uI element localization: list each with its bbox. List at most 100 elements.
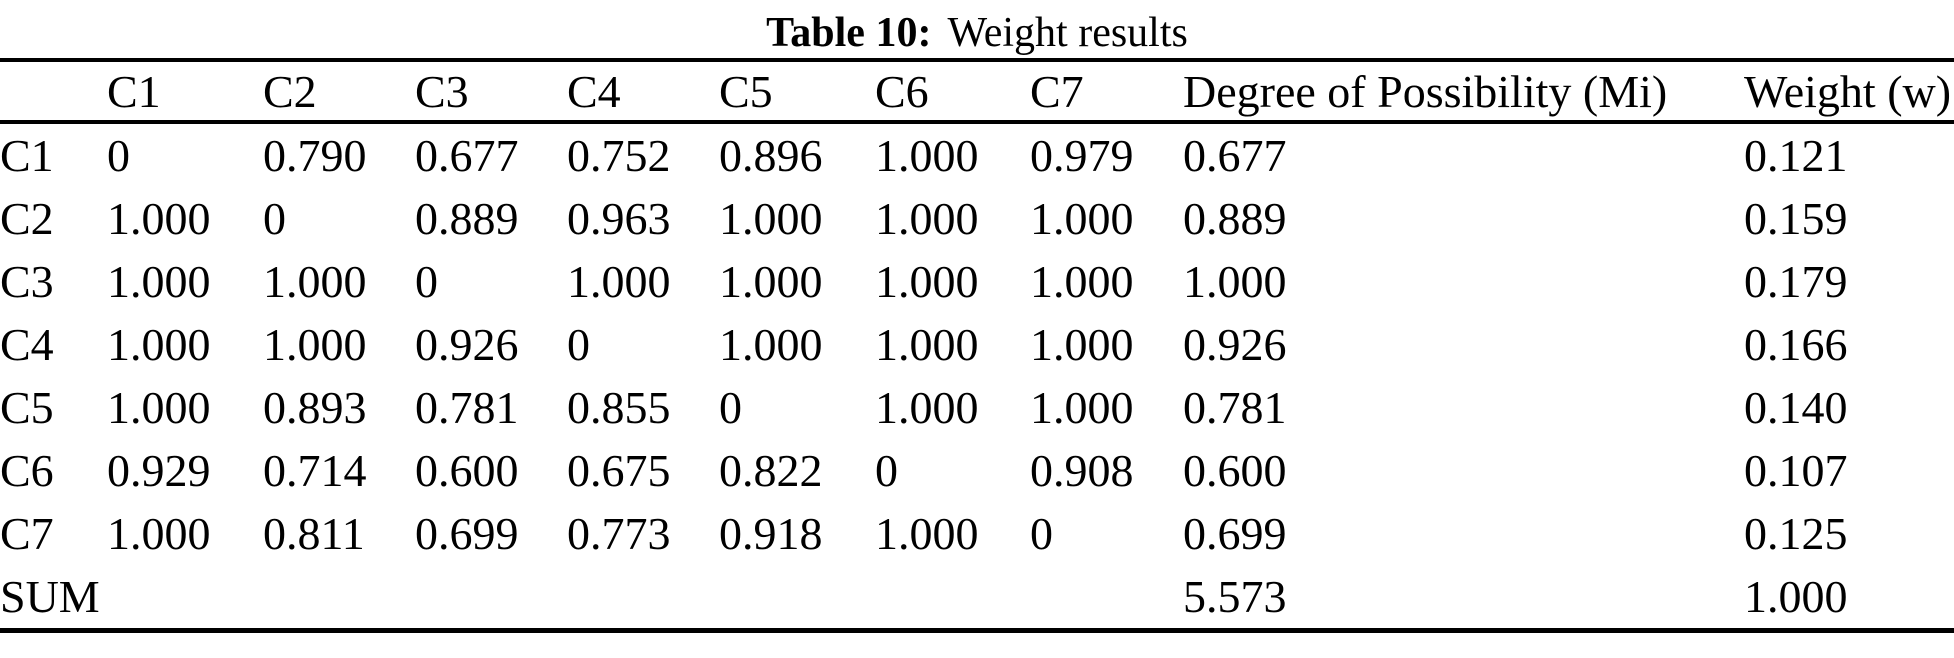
table-cell: 1.000 — [719, 319, 823, 370]
table-cell: 1.000 — [875, 508, 979, 559]
corner-header-cell — [0, 60, 107, 122]
table-row: C7 1.000 0.811 0.699 0.773 0.918 1.000 0 0.699 0.… — [0, 502, 1954, 565]
table-cell: 0.781 — [1183, 382, 1287, 433]
table-cell: 0 — [415, 256, 438, 307]
column-header: C1 — [107, 65, 161, 117]
table-cell: 0.811 — [263, 508, 365, 559]
table-cell: 0.781 — [415, 382, 519, 433]
table-cell: 5.573 — [1183, 571, 1287, 622]
table-cell: 0 — [875, 445, 898, 496]
table-cell: 1.000 — [263, 256, 367, 307]
table-cell — [1030, 565, 1183, 631]
table-cell: 0.929 — [107, 445, 211, 496]
table-cell: 0.752 — [567, 130, 671, 181]
table-cell: 0.790 — [263, 130, 367, 181]
table-caption-number: Table 10: — [766, 10, 932, 56]
table-cell: 0.677 — [1183, 130, 1287, 181]
table-cell: 1.000 — [719, 193, 823, 244]
table-cell: 0 — [1030, 508, 1053, 559]
table-cell: 0.121 — [1744, 130, 1848, 181]
weight-results-table: C1 C2 C3 C4 C5 C6 C7 Degree of Possibility (Mi)… — [0, 58, 1954, 633]
column-header: C7 — [1030, 65, 1084, 117]
table-cell: 0.714 — [263, 445, 367, 496]
table-header: C1 C2 C3 C4 C5 C6 C7 Degree of Possibility (Mi)… — [0, 60, 1954, 122]
table-cell — [719, 565, 875, 631]
table-cell: 0 — [719, 382, 742, 433]
table-caption: Table 10: Weight results — [0, 0, 1954, 58]
table-cell: 0.918 — [719, 508, 823, 559]
row-label: C2 — [0, 193, 54, 244]
table-cell: 1.000 — [107, 256, 211, 307]
table-cell — [263, 565, 415, 631]
table-cell: 0.699 — [415, 508, 519, 559]
table-row: C1 0 0.790 0.677 0.752 0.896 1.000 0.979 0.677 0.… — [0, 122, 1954, 187]
table-cell: 0.107 — [1744, 445, 1848, 496]
table-cell: 1.000 — [875, 319, 979, 370]
table-cell: 1.000 — [875, 130, 979, 181]
table-cell: 0 — [107, 130, 130, 181]
table-cell: 1.000 — [875, 193, 979, 244]
column-header: C6 — [875, 65, 929, 117]
row-label: C5 — [0, 382, 54, 433]
table-cell: 1.000 — [1030, 193, 1134, 244]
row-label: C1 — [0, 130, 54, 181]
table-cell: 0.699 — [1183, 508, 1287, 559]
column-header: C5 — [719, 65, 773, 117]
table-cell: 1.000 — [1030, 382, 1134, 433]
table-cell: 0 — [263, 193, 286, 244]
table-cell: 1.000 — [1030, 319, 1134, 370]
table-cell: 0.675 — [567, 445, 671, 496]
table-cell: 1.000 — [1744, 571, 1848, 622]
table-row: C3 1.000 1.000 0 1.000 1.000 1.000 1.000 1.000 0.… — [0, 250, 1954, 313]
table-header-row: C1 C2 C3 C4 C5 C6 C7 Degree of Possibility (Mi)… — [0, 60, 1954, 122]
table-row: C6 0.929 0.714 0.600 0.675 0.822 0 0.908 0.600 0.… — [0, 439, 1954, 502]
table-cell: 1.000 — [1183, 256, 1287, 307]
table-cell — [415, 565, 567, 631]
table-cell: 1.000 — [719, 256, 823, 307]
table-cell: 0.889 — [415, 193, 519, 244]
table-cell: 0.600 — [415, 445, 519, 496]
table-cell: 0.822 — [719, 445, 823, 496]
table-cell: 0.896 — [719, 130, 823, 181]
table-cell: 0.600 — [1183, 445, 1287, 496]
row-label: C3 — [0, 256, 54, 307]
table-cell: 0.855 — [567, 382, 671, 433]
table-cell: 0.926 — [415, 319, 519, 370]
table-cell: 1.000 — [263, 319, 367, 370]
table-cell — [107, 565, 263, 631]
table-cell: 1.000 — [107, 508, 211, 559]
table-cell: 0.125 — [1744, 508, 1848, 559]
row-label: SUM — [0, 571, 100, 622]
table-cell: 0.140 — [1744, 382, 1848, 433]
table-cell — [567, 565, 719, 631]
table-cell: 0.159 — [1744, 193, 1848, 244]
table-cell: 0.979 — [1030, 130, 1134, 181]
table-cell: 0.677 — [415, 130, 519, 181]
table-body: C1 0 0.790 0.677 0.752 0.896 1.000 0.979 0.677 0.… — [0, 122, 1954, 631]
table-cell: 0.908 — [1030, 445, 1134, 496]
table-cell: 1.000 — [107, 319, 211, 370]
table-cell: 0.889 — [1183, 193, 1287, 244]
row-label: C6 — [0, 445, 54, 496]
table-cell: 0.963 — [567, 193, 671, 244]
table-cell: 1.000 — [875, 382, 979, 433]
table-cell — [875, 565, 1030, 631]
table-cell: 0.179 — [1744, 256, 1848, 307]
table-cell: 1.000 — [875, 256, 979, 307]
column-header: C3 — [415, 65, 469, 117]
table-cell: 1.000 — [1030, 256, 1134, 307]
table-caption-text: Weight results — [947, 10, 1188, 56]
table-row: C5 1.000 0.893 0.781 0.855 0 1.000 1.000 0.781 0.… — [0, 376, 1954, 439]
row-label: C7 — [0, 508, 54, 559]
column-header: Weight (w) — [1744, 65, 1952, 117]
table-row: C4 1.000 1.000 0.926 0 1.000 1.000 1.000 0.926 0.… — [0, 313, 1954, 376]
table-cell: 1.000 — [107, 382, 211, 433]
column-header: Degree of Possibility (Mi) — [1183, 65, 1668, 117]
table-cell: 0.773 — [567, 508, 671, 559]
table-cell: 0 — [567, 319, 590, 370]
column-header: C4 — [567, 65, 621, 117]
table-cell: 0.166 — [1744, 319, 1848, 370]
table-row: C2 1.000 0 0.889 0.963 1.000 1.000 1.000 0.889 0.… — [0, 187, 1954, 250]
table-row: SUM 5.573 1.000 — [0, 565, 1954, 631]
